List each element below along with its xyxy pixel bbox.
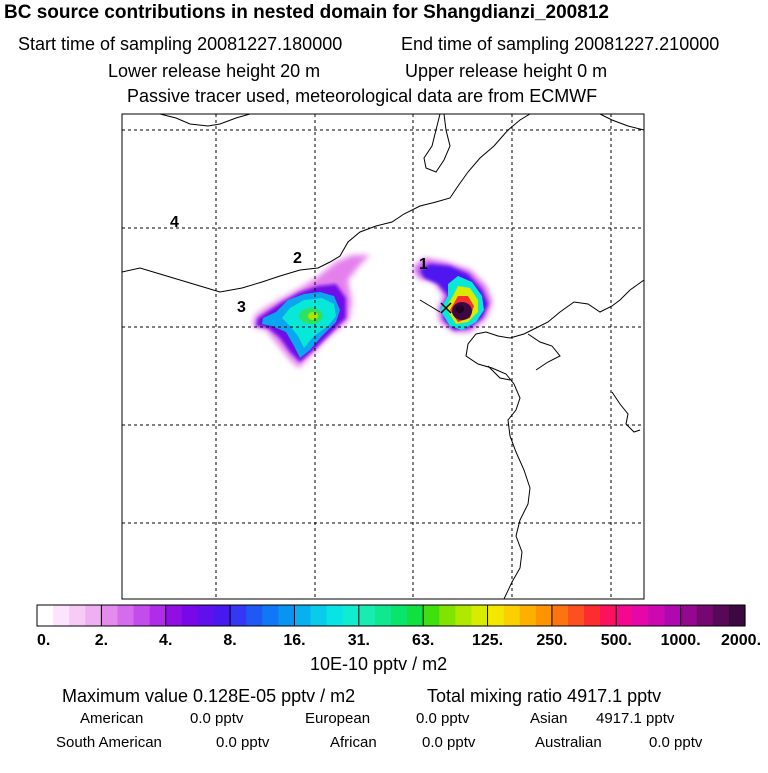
contribution-name: American	[80, 710, 144, 727]
colorbar-swatch	[519, 605, 537, 626]
end-time-label: End time of sampling 20081227.210000	[401, 34, 720, 54]
colorbar-swatch	[326, 605, 344, 626]
colorbar-swatch	[439, 605, 456, 626]
colorbar-tick-label: 63.	[412, 632, 434, 649]
colorbar-frame	[36, 604, 746, 627]
colorbar-swatch	[648, 605, 666, 626]
colorbar-unit: 10E-10 pptv / m2	[310, 654, 448, 674]
colorbar-swatch	[117, 605, 135, 626]
colorbar-swatch	[37, 605, 54, 626]
colorbar-swatch	[181, 605, 199, 626]
colorbar-swatch	[69, 605, 86, 626]
colorbar-swatch	[471, 605, 489, 626]
colorbar-swatch	[696, 605, 714, 626]
colorbar-swatch	[503, 605, 521, 626]
colorbar-swatch	[342, 605, 360, 626]
colorbar-swatch	[632, 605, 650, 626]
contribution-name: African	[330, 734, 377, 751]
upper-release-label: Upper release height 0 m	[405, 61, 608, 81]
maximum-value: Maximum value 0.128E-05 pptv / m2	[62, 686, 356, 706]
colorbar-swatch	[551, 605, 569, 626]
contribution-name: South American	[56, 734, 162, 751]
colorbar-tick-label: 1000.	[661, 632, 701, 649]
tracer-note: Passive tracer used, meteorological data…	[127, 86, 598, 106]
colorbar-tick-label: 125.	[472, 632, 503, 649]
colorbar-tick-label: 250.	[536, 632, 567, 649]
contribution-name: European	[305, 710, 371, 727]
plot-title: BC source contributions in nested domain…	[4, 2, 609, 23]
colorbar-swatch	[391, 605, 408, 626]
contribution-value: 0.0 pptv	[416, 710, 470, 727]
region-label-4: 4	[170, 214, 179, 231]
contribution-value: 0.0 pptv	[649, 734, 703, 751]
colorbar-swatch	[568, 605, 585, 626]
colorbar-swatch	[374, 605, 392, 626]
colorbar-swatch	[149, 605, 167, 626]
colorbar-swatch	[423, 605, 440, 626]
colorbar-swatch	[455, 605, 473, 626]
contribution-value: 0.0 pptv	[190, 710, 244, 727]
colorbar-tick-label: 16.	[283, 632, 305, 649]
colorbar-swatch	[600, 605, 617, 626]
colorbar-swatch	[728, 605, 746, 626]
colorbar-tick-label: 8.	[223, 632, 236, 649]
contribution-name: Australian	[535, 734, 602, 751]
colorbar-swatch	[165, 605, 183, 626]
colorbar-swatch	[133, 605, 151, 626]
region-label-2: 2	[293, 250, 302, 267]
colorbar-swatch	[278, 605, 296, 626]
colorbar-swatch	[85, 605, 102, 626]
x-icon	[440, 302, 452, 314]
coastline	[122, 114, 644, 599]
colorbar-swatch	[214, 605, 231, 626]
map-frame	[121, 113, 645, 600]
colorbar-swatch	[358, 605, 376, 626]
lower-release-label: Lower release height 20 m	[108, 61, 321, 81]
source-plume-east	[413, 258, 492, 332]
colorbar-swatch	[53, 605, 70, 626]
region-label-3: 3	[237, 299, 246, 316]
colorbar-swatch	[197, 605, 215, 626]
colorbar-swatch	[101, 605, 119, 626]
colorbar-tick-label: 0.	[37, 632, 50, 649]
start-time-label: Start time of sampling 20081227.180000	[18, 34, 343, 54]
colorbar-swatch	[246, 605, 263, 626]
colorbar-swatch	[407, 605, 424, 626]
contribution-value: 0.0 pptv	[216, 734, 270, 751]
colorbar-swatch	[310, 605, 328, 626]
colorbar-swatch	[262, 605, 279, 626]
total-mixing-ratio: Total mixing ratio 4917.1 pptv	[427, 686, 662, 706]
colorbar-tick-label: 4.	[159, 632, 172, 649]
colorbar-swatch	[230, 605, 247, 626]
source-plume-west	[252, 255, 370, 368]
colorbar-swatch	[664, 605, 682, 626]
colorbar-tick-label: 500.	[601, 632, 632, 649]
colorbar-swatch	[294, 605, 312, 626]
colorbar-swatch	[616, 605, 633, 626]
colorbar-swatch	[712, 605, 730, 626]
colorbar-ticks: 0. 2. 4. 8. 16. 31. 63. 125. 250. 500. 1000. 2000.	[37, 605, 761, 649]
region-label-1: 1	[419, 256, 428, 273]
colorbar-swatch	[487, 605, 505, 626]
contribution-value: 0.0 pptv	[422, 734, 476, 751]
colorbar	[36, 604, 746, 627]
colorbar-tick-label: 2000.	[721, 632, 761, 649]
colorbar-swatch	[680, 605, 698, 626]
colorbar-tick-label: 31.	[348, 632, 370, 649]
gridlines	[122, 114, 644, 599]
contribution-value: 4917.1 pptv	[596, 710, 675, 727]
colorbar-swatch	[535, 605, 553, 626]
colorbar-tick-label: 2.	[95, 632, 108, 649]
colorbar-swatch	[584, 605, 601, 626]
contribution-name: Asian	[530, 710, 568, 727]
